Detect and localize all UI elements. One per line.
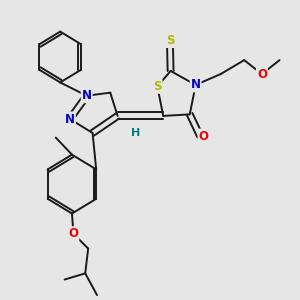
- Text: O: O: [199, 130, 208, 142]
- Text: N: N: [190, 78, 201, 92]
- Text: O: O: [68, 227, 78, 240]
- Text: S: S: [153, 80, 162, 93]
- Text: N: N: [65, 112, 75, 125]
- Text: N: N: [82, 89, 92, 102]
- Text: H: H: [131, 128, 141, 138]
- Text: O: O: [257, 68, 267, 81]
- Text: S: S: [166, 34, 174, 47]
